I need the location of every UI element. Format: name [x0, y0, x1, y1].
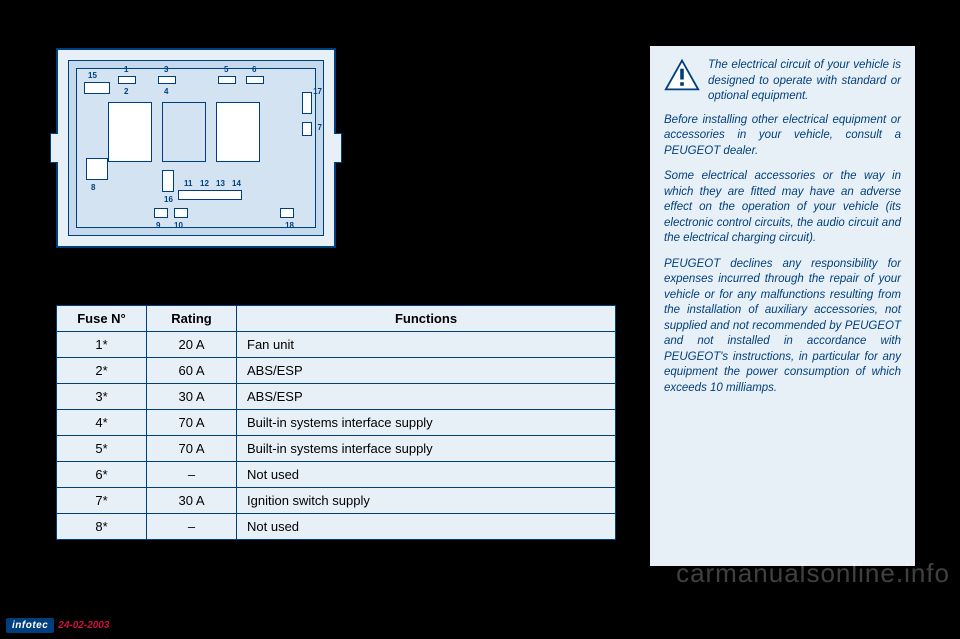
table-row: 3* 30 A ABS/ESP	[57, 384, 616, 410]
cell-no: 6*	[57, 462, 147, 488]
diagram-label-17: 17	[313, 88, 322, 96]
cell-no: 4*	[57, 410, 147, 436]
cell-no: 7*	[57, 488, 147, 514]
cell-no: 8*	[57, 514, 147, 540]
cell-no: 2*	[57, 358, 147, 384]
th-fuse-no: Fuse N°	[57, 306, 147, 332]
info-p4: PEUGEOT declines any responsibility for …	[664, 257, 901, 397]
table-row: 7* 30 A Ignition switch supply	[57, 488, 616, 514]
diagram-label-5: 5	[224, 66, 228, 74]
cell-func: Fan unit	[237, 332, 616, 358]
diagram-label-13: 13	[216, 180, 225, 188]
diagram-label-18: 18	[285, 222, 294, 230]
th-functions: Functions	[237, 306, 616, 332]
table-row: 4* 70 A Built-in systems interface suppl…	[57, 410, 616, 436]
diagram-notch-left	[50, 133, 58, 163]
diagram-label-3: 3	[164, 66, 168, 74]
fuse-large-c	[216, 102, 260, 162]
fuse-large-a	[108, 102, 152, 162]
diagram-label-6: 6	[252, 66, 256, 74]
fuse-slot-7	[302, 122, 312, 136]
diagram-label-8: 8	[91, 184, 95, 192]
fuse-slot-row	[178, 190, 242, 200]
cell-rating: 60 A	[147, 358, 237, 384]
cell-rating: 20 A	[147, 332, 237, 358]
table-row: 2* 60 A ABS/ESP	[57, 358, 616, 384]
manual-page: 1 3 2 4 5 6 15 17 7 8 16 11 12 13 14 9 1…	[0, 0, 960, 639]
info-p2: Before installing other electrical equip…	[664, 113, 901, 160]
cell-no: 1*	[57, 332, 147, 358]
cell-func: Ignition switch supply	[237, 488, 616, 514]
cell-func: ABS/ESP	[237, 358, 616, 384]
diagram-inner: 1 3 2 4 5 6 15 17 7 8 16 11 12 13 14 9 1…	[58, 50, 334, 246]
th-rating: Rating	[147, 306, 237, 332]
fuse-slot-6	[246, 76, 264, 84]
table-row: 5* 70 A Built-in systems interface suppl…	[57, 436, 616, 462]
fuse-slot-1	[118, 76, 136, 84]
fuse-slot-18	[280, 208, 294, 218]
fuse-slot-5	[218, 76, 236, 84]
table-row: 8* – Not used	[57, 514, 616, 540]
fuse-slot-9	[154, 208, 168, 218]
table-row: 6* – Not used	[57, 462, 616, 488]
table-row: 1* 20 A Fan unit	[57, 332, 616, 358]
info-p1: The electrical circuit of your vehicle i…	[708, 58, 901, 105]
table-body: 1* 20 A Fan unit 2* 60 A ABS/ESP 3* 30 A…	[57, 332, 616, 540]
cell-rating: 70 A	[147, 410, 237, 436]
cell-rating: 30 A	[147, 384, 237, 410]
diagram-label-2: 2	[124, 88, 128, 96]
fuse-slot-10	[174, 208, 188, 218]
cell-func: Built-in systems interface supply	[237, 410, 616, 436]
fuse-slot-16	[162, 170, 174, 192]
diagram-label-10: 10	[174, 222, 183, 230]
cell-rating: 70 A	[147, 436, 237, 462]
watermark: carmanualsonline.info	[676, 558, 950, 589]
fuse-slot-8	[86, 158, 108, 180]
diagram-label-9: 9	[156, 222, 160, 230]
diagram-label-12: 12	[200, 180, 209, 188]
fuse-slot-3	[158, 76, 176, 84]
diagram-label-7: 7	[318, 124, 322, 132]
footer: infotec 24-02-2003	[6, 618, 109, 633]
warning-row: The electrical circuit of your vehicle i…	[664, 58, 901, 105]
infotec-logo: infotec	[6, 618, 54, 633]
warning-icon	[664, 58, 700, 92]
fuse-table: Fuse N° Rating Functions 1* 20 A Fan uni…	[56, 305, 616, 540]
info-p3: Some electrical accessories or the way i…	[664, 169, 901, 247]
diagram-label-4: 4	[164, 88, 168, 96]
diagram-label-15: 15	[88, 72, 97, 80]
cell-func: Built-in systems interface supply	[237, 436, 616, 462]
footer-date: 24-02-2003	[58, 620, 109, 631]
fuse-slot-17	[302, 92, 312, 114]
diagram-label-11: 11	[184, 180, 192, 188]
fuse-slot-15	[84, 82, 110, 94]
diagram-label-14: 14	[232, 180, 241, 188]
cell-no: 3*	[57, 384, 147, 410]
cell-no: 5*	[57, 436, 147, 462]
cell-func: Not used	[237, 514, 616, 540]
cell-rating: 30 A	[147, 488, 237, 514]
fuse-box-diagram: 1 3 2 4 5 6 15 17 7 8 16 11 12 13 14 9 1…	[56, 48, 336, 248]
fuse-large-b	[162, 102, 206, 162]
cell-func: Not used	[237, 462, 616, 488]
cell-rating: –	[147, 462, 237, 488]
diagram-notch-right	[334, 133, 342, 163]
info-box: The electrical circuit of your vehicle i…	[650, 46, 915, 566]
cell-func: ABS/ESP	[237, 384, 616, 410]
diagram-label-1: 1	[124, 66, 128, 74]
cell-rating: –	[147, 514, 237, 540]
table-header-row: Fuse N° Rating Functions	[57, 306, 616, 332]
diagram-label-16: 16	[164, 196, 173, 204]
